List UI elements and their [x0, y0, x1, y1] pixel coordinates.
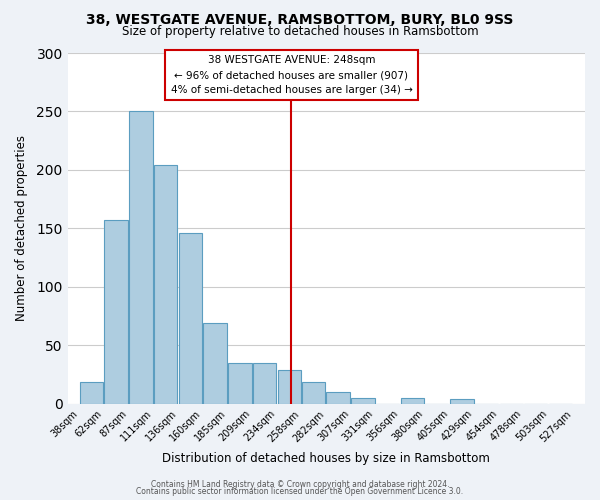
- Bar: [352, 398, 375, 404]
- Text: Contains public sector information licensed under the Open Government Licence 3.: Contains public sector information licen…: [136, 487, 464, 496]
- Bar: [229, 363, 252, 404]
- Bar: [401, 398, 424, 404]
- Bar: [253, 363, 276, 404]
- Text: 38 WESTGATE AVENUE: 248sqm
← 96% of detached houses are smaller (907)
4% of semi: 38 WESTGATE AVENUE: 248sqm ← 96% of deta…: [170, 56, 412, 95]
- Bar: [278, 370, 301, 404]
- Bar: [326, 392, 350, 404]
- Text: Size of property relative to detached houses in Ramsbottom: Size of property relative to detached ho…: [122, 25, 478, 38]
- X-axis label: Distribution of detached houses by size in Ramsbottom: Distribution of detached houses by size …: [163, 452, 490, 465]
- Y-axis label: Number of detached properties: Number of detached properties: [15, 136, 28, 322]
- Bar: [179, 233, 202, 404]
- Text: Contains HM Land Registry data © Crown copyright and database right 2024.: Contains HM Land Registry data © Crown c…: [151, 480, 449, 489]
- Bar: [203, 323, 227, 404]
- Bar: [80, 382, 103, 404]
- Bar: [154, 166, 177, 404]
- Bar: [302, 382, 325, 404]
- Bar: [130, 112, 153, 404]
- Text: 38, WESTGATE AVENUE, RAMSBOTTOM, BURY, BL0 9SS: 38, WESTGATE AVENUE, RAMSBOTTOM, BURY, B…: [86, 12, 514, 26]
- Bar: [104, 220, 128, 404]
- Bar: [450, 399, 473, 404]
